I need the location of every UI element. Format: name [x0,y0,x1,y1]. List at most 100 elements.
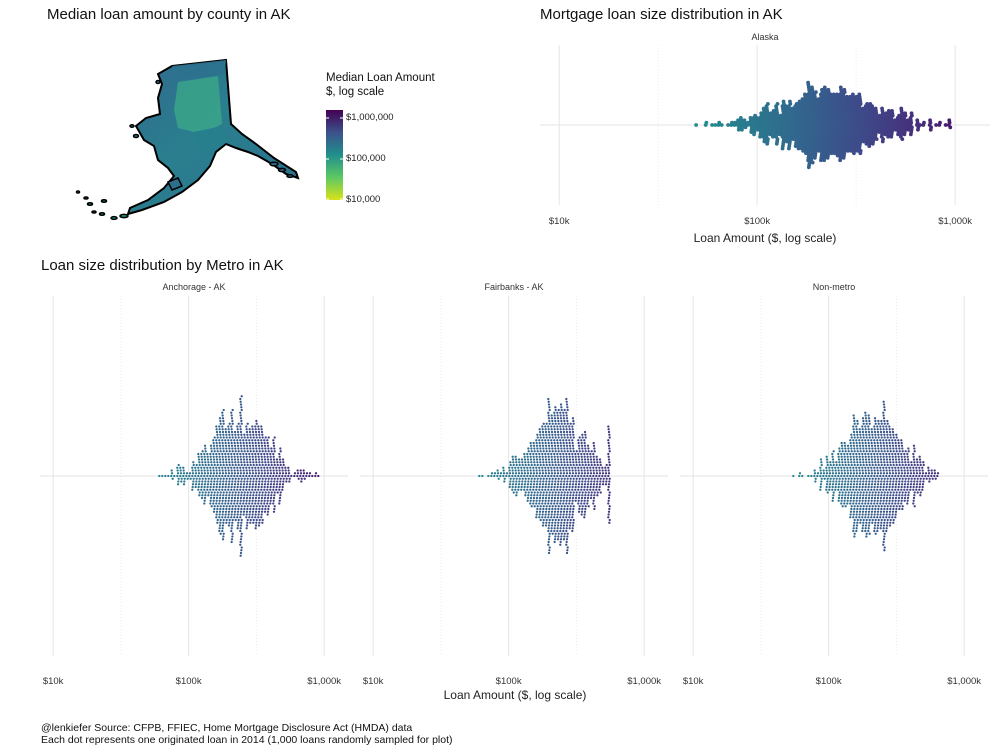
loan-dot [562,469,565,472]
loan-dot [906,469,909,472]
loan-dot [871,450,874,453]
loan-dot [882,428,885,431]
loan-dot [607,469,610,472]
loan-dot [870,452,873,456]
loan-dot [891,439,894,442]
loan-dot [191,466,194,469]
loan-dot [267,436,270,439]
loan-dot [850,477,853,480]
loan-dot [565,403,569,406]
loan-dot [556,483,560,486]
loan-dot [254,488,257,491]
loan-dot [867,417,871,420]
loan-dot [198,477,201,480]
loan-dot [560,406,563,409]
loan-dot [224,455,227,458]
loan-dot [554,436,557,439]
loan-dot [219,433,222,436]
loan-dot [183,480,186,483]
loan-dot [742,118,747,123]
loan-dot [889,505,892,508]
loan-dot [601,472,605,475]
loan-dot [608,461,611,464]
loan-dot [861,455,864,458]
loan-dot [273,477,276,480]
loan-dot [228,450,231,453]
loan-dot [928,480,931,483]
loan-dot [825,469,828,472]
loan-dot [601,474,604,478]
loan-dot [201,494,204,497]
loan-dot [197,452,200,456]
loan-dot [905,118,910,123]
loan-dot [921,485,924,489]
metro-chart-title: Loan size distribution by Metro in AK [41,257,284,274]
loan-dot [275,466,278,469]
loan-dot [900,441,903,445]
loan-dot [849,474,852,478]
loan-dot [553,444,557,447]
loan-dot [885,458,889,461]
loan-dot [574,483,578,486]
loan-dot [538,441,541,445]
loan-dot [858,452,861,456]
loan-dot [889,480,892,483]
loan-dot [248,444,252,447]
loan-dot [819,466,822,469]
loan-dot [864,414,867,417]
loan-dot [865,450,868,453]
loan-dot [825,472,829,475]
loan-dot [515,494,518,497]
loan-dot [255,419,258,423]
loan-dot [894,466,897,469]
loan-dot [879,496,883,500]
loan-dot [219,477,222,480]
loan-dot [249,518,252,522]
loan-dot [565,444,569,447]
loan-dot [861,469,864,472]
loan-dot [227,439,230,442]
loan-dot [581,494,584,497]
loan-dot [587,480,590,483]
loan-dot [562,485,565,489]
loan-dot [565,425,568,428]
loan-dot [876,430,880,434]
loan-dot [245,430,249,434]
loan-dot [876,455,879,458]
loan-dot [553,483,557,486]
loan-dot [862,480,865,483]
loan-dot [837,455,840,458]
loan-dot [541,524,545,527]
loan-dot [901,463,904,467]
loan-dot [547,524,551,527]
loan-dot [841,156,846,160]
loan-dot [859,505,862,508]
loan-dot [559,524,563,527]
loan-dot [913,494,916,497]
loan-dot [873,496,877,500]
loan-dot [882,414,885,417]
loan-dot [885,502,888,505]
loan-dot [273,436,276,439]
loan-dot [888,472,892,475]
loan-dot [275,488,278,491]
loan-dot [586,458,590,461]
loan-dot [853,450,856,453]
loan-dot [879,472,883,475]
loan-dot [852,466,855,469]
loan-dot [850,491,853,494]
loan-dot [825,485,828,489]
loan-dot [260,485,263,489]
loan-dot [871,507,874,511]
loan-dot [560,408,563,412]
loan-dot [562,425,565,428]
loan-dot [249,491,252,494]
loan-dot [520,483,524,486]
loan-dot [219,491,222,494]
loan-dot [233,444,237,447]
loan-dot [855,444,859,447]
loan-dot [240,447,243,450]
loan-dot [584,461,587,464]
panhandle-islands [269,161,294,179]
loan-dot [520,466,523,469]
